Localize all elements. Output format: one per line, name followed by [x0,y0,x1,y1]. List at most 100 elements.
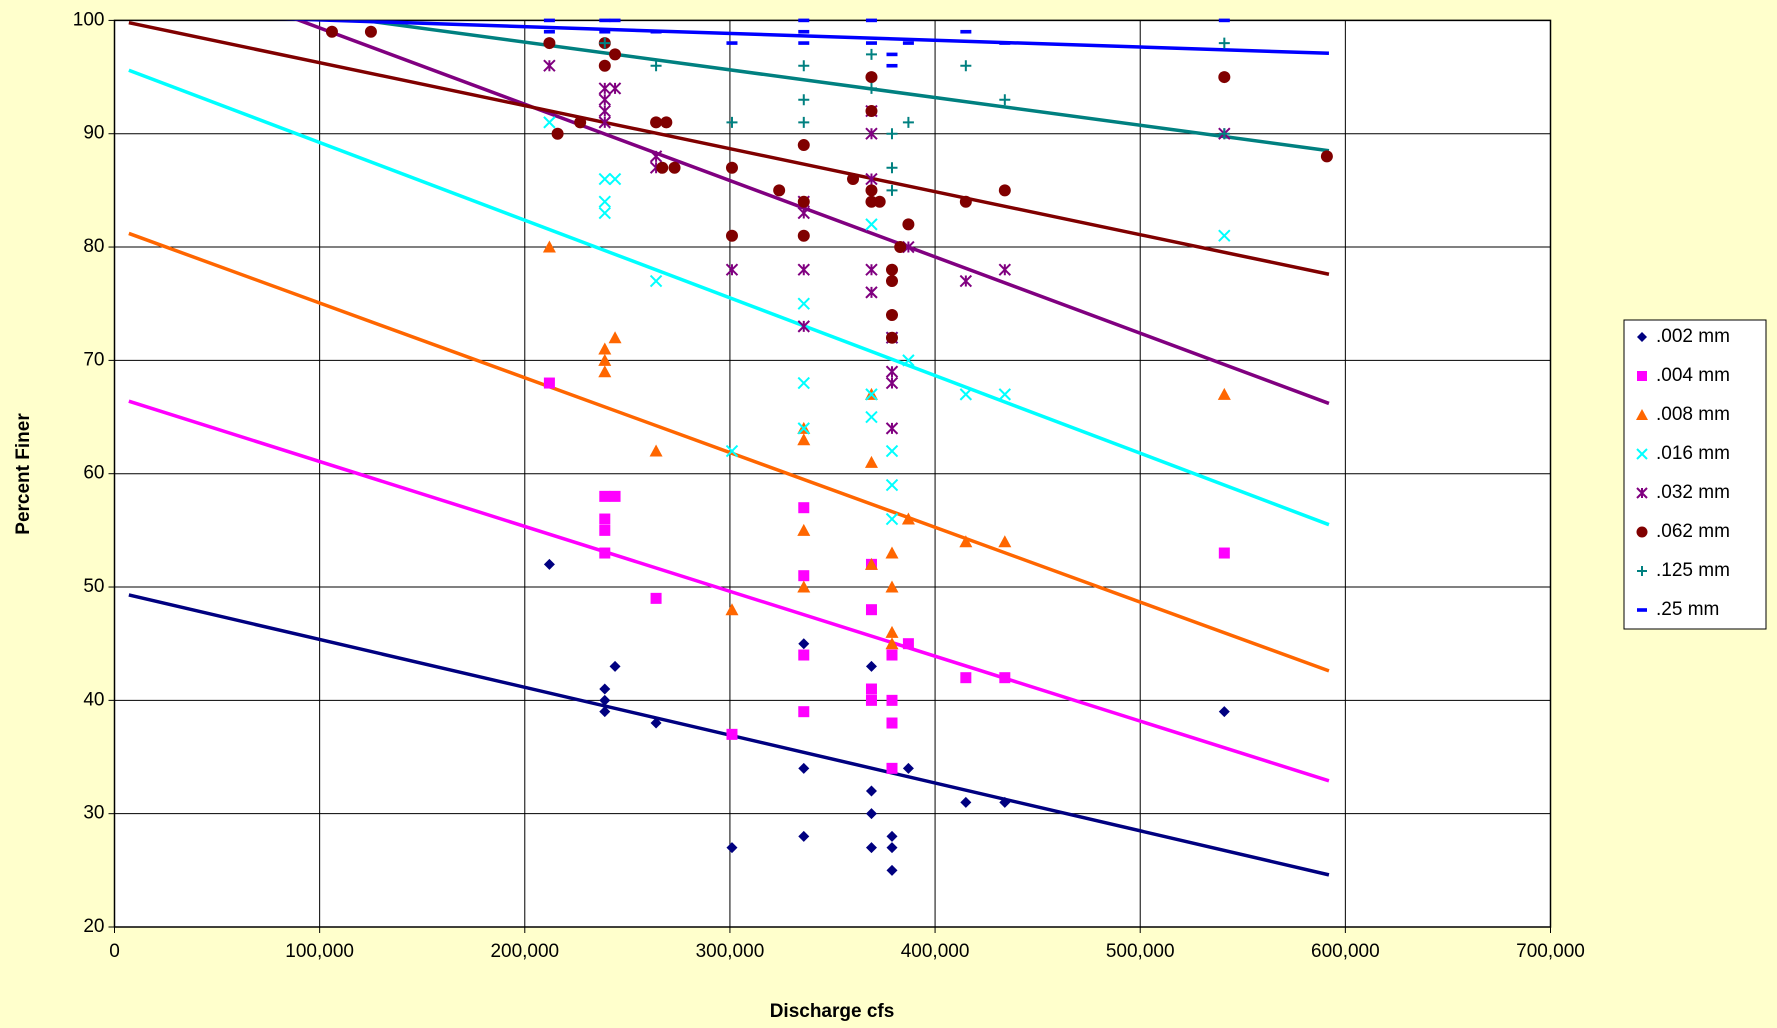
plot-border [113,19,1552,928]
point [1218,128,1230,140]
point [609,660,621,672]
point [901,512,915,525]
point [542,240,556,253]
point [797,580,811,593]
point [725,161,738,174]
point [726,116,738,128]
point [873,195,886,208]
legend-marker [1636,409,1648,420]
point [865,82,877,94]
point [865,410,878,424]
trend-line [128,68,1330,527]
point [865,604,877,616]
y-tick-label: 90 [83,123,104,144]
point [865,808,877,820]
point [598,353,612,366]
legend-marker [1637,371,1647,381]
point [599,694,611,706]
point [726,728,738,740]
x-tick-label: 600,000 [1311,941,1380,962]
y-tick-label: 70 [83,349,104,370]
legend-marker [1636,487,1648,499]
point [998,263,1012,276]
legend-marker [1636,526,1648,538]
trend-line [350,20,1330,153]
point [998,535,1012,548]
point [599,683,611,695]
point [797,139,810,152]
point [1217,387,1231,400]
point [847,173,860,186]
legend-label: .008 mm [1656,404,1730,425]
point [885,637,899,650]
point [865,105,878,118]
point [598,365,612,378]
point [543,116,556,129]
point [865,127,878,140]
point [886,717,898,729]
point [865,195,878,208]
point [599,37,611,49]
point [650,717,662,729]
trend-line [281,20,1330,56]
point [960,60,972,72]
point [865,694,877,706]
point [650,29,662,34]
point [797,433,811,446]
legend-marker [1637,608,1647,612]
point [551,127,564,140]
point [865,683,877,695]
point [865,172,878,186]
legend-marker [1637,332,1647,342]
point [885,376,899,390]
point [1218,37,1230,49]
trend-line [128,20,1330,276]
point [1320,150,1333,163]
point [599,706,611,718]
point [668,161,681,174]
point [598,342,612,355]
point [886,52,898,57]
point [725,263,739,276]
point [797,320,810,333]
point [886,842,898,854]
point [797,376,810,390]
point [798,29,810,34]
legend-marker [1637,566,1647,576]
point [885,331,898,344]
point [865,263,878,276]
point [797,206,810,220]
point [886,830,898,842]
point [543,29,555,34]
point [598,195,611,208]
point [797,229,810,242]
point [798,762,810,774]
point [798,116,810,128]
point [1218,706,1230,718]
point [598,59,611,72]
point [886,63,898,68]
x-tick-label: 500,000 [1106,941,1175,962]
point [598,116,611,129]
x-axis-title: Discharge cfs [770,1001,895,1022]
point [1218,547,1230,559]
point [598,206,611,220]
point [543,377,555,389]
point [902,762,914,774]
point [598,93,611,106]
point [599,29,611,34]
point [959,535,973,548]
point [865,660,877,672]
point [609,18,621,23]
point [959,274,973,288]
point [999,94,1011,106]
trend-line [128,399,1330,783]
legend-label: .25 mm [1656,599,1719,620]
point [609,48,622,61]
y-tick-label: 60 [83,463,104,484]
point [650,592,662,604]
point [886,184,898,196]
point [886,864,898,876]
point [865,18,877,23]
